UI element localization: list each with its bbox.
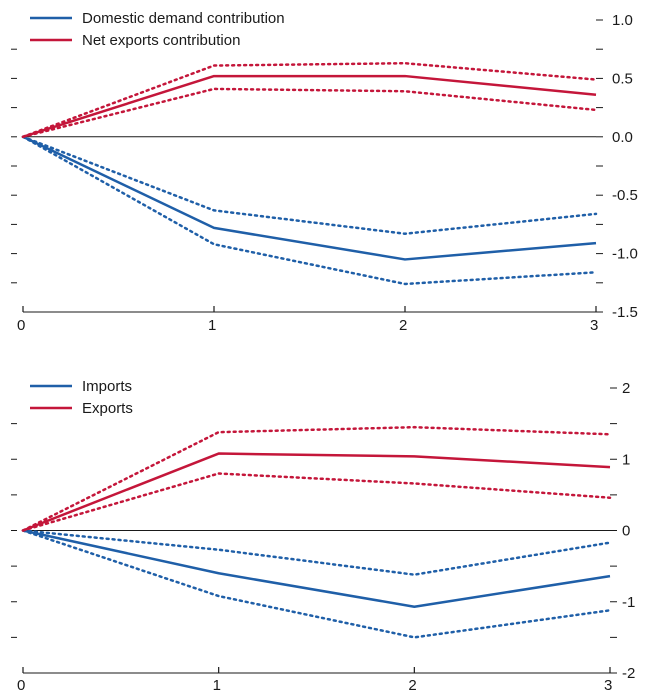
y-tick-label: 1.0 <box>612 12 633 29</box>
series-lower-band <box>21 529 612 639</box>
series-line <box>22 74 597 138</box>
x-tick-label: 3 <box>604 677 612 694</box>
bottom-panel-chart: 0 1 2 3 2 1 0 -1 -2 Imports Exports <box>11 378 635 694</box>
y-tick-label: -0.5 <box>612 187 638 204</box>
legend-label: Net exports contribution <box>82 32 240 49</box>
x-tick-label: 2 <box>408 677 416 694</box>
series-line <box>22 135 597 261</box>
y-tick-label: 1 <box>622 451 630 468</box>
legend-label: Domestic demand contribution <box>82 10 285 27</box>
x-tick-label: 2 <box>399 317 407 334</box>
series-upper-band <box>21 61 598 139</box>
series-lower-band <box>21 472 612 532</box>
x-tick-label: 1 <box>213 677 221 694</box>
x-tick-label: 0 <box>17 677 25 694</box>
series-lower-band <box>21 87 598 139</box>
y-tick-label: -1.0 <box>612 246 638 263</box>
y-tick-label: -1.5 <box>612 304 638 321</box>
series-upper-band <box>21 135 598 236</box>
y-tick-label: 0.0 <box>612 129 633 146</box>
y-tick-label: 2 <box>622 380 630 397</box>
series-upper-band <box>21 529 612 576</box>
y-tick-label: 0 <box>622 523 630 540</box>
x-tick-label: 3 <box>590 317 598 334</box>
top-panel-chart: 0 1 2 3 1.0 0.5 0.0 -0.5 -1.0 -1.5 Domestic demand… <box>11 10 638 334</box>
legend-label: Exports <box>82 400 133 417</box>
x-tick-label: 0 <box>17 317 25 334</box>
series-lower-band <box>21 135 598 286</box>
series-line <box>22 529 611 608</box>
y-tick-label: -2 <box>622 665 635 682</box>
y-tick-label: 0.5 <box>612 70 633 87</box>
x-tick-label: 1 <box>208 317 216 334</box>
series-upper-band <box>21 425 612 532</box>
y-tick-label: -1 <box>622 594 635 611</box>
series-line <box>22 452 611 532</box>
legend-label: Imports <box>82 378 132 395</box>
